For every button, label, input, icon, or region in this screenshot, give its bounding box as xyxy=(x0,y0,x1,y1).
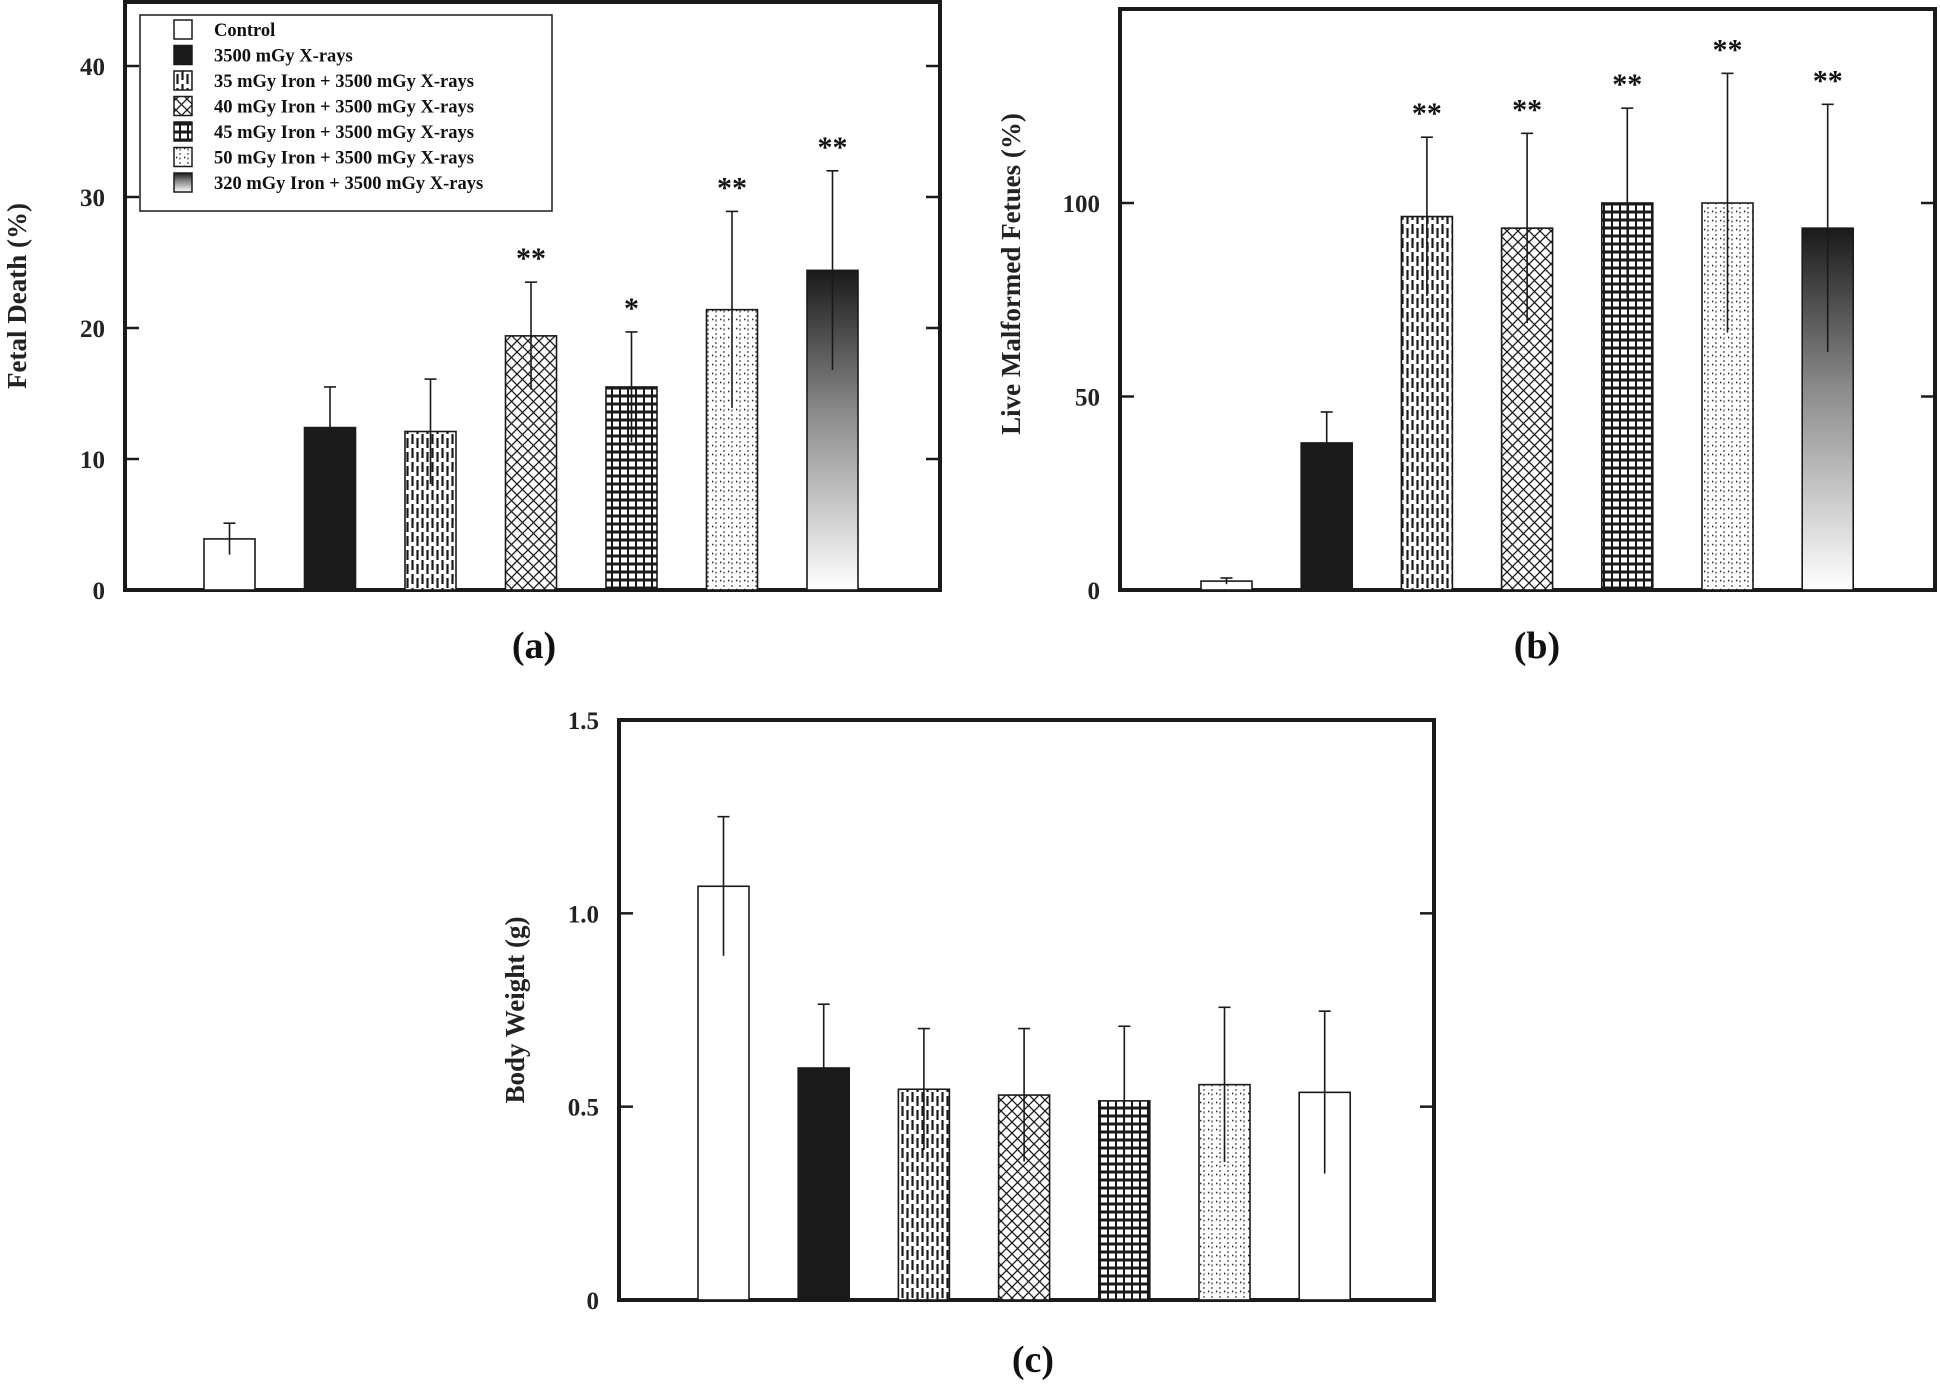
legend-swatch xyxy=(173,121,193,142)
panel-b-label: (b) xyxy=(1514,625,1560,667)
panel-a-label: (a) xyxy=(512,625,556,667)
legend-swatch xyxy=(173,95,193,117)
legend-swatch xyxy=(173,44,193,66)
legend-label: 45 mGy Iron + 3500 mGy X-rays xyxy=(214,123,474,143)
legend: Control 3500 mGy X-rays 35 mGy Iron + 3500… xyxy=(139,14,553,212)
legend-box xyxy=(139,14,553,212)
panel-a-bars: ******* xyxy=(203,131,859,591)
significance-mark: ** xyxy=(1713,33,1743,66)
y-tick-label: 40 xyxy=(80,54,105,81)
y-tick-label: 1.0 xyxy=(568,901,599,928)
panel-c-body-weight: 0 0.5 1.0 1.5 Body Weight (g) (c) xyxy=(500,708,1436,1381)
panel-c-label: (c) xyxy=(1012,1339,1054,1381)
significance-mark: ** xyxy=(516,242,546,275)
panel-c-y-axis: 0 0.5 1.0 1.5 xyxy=(568,708,1434,1315)
legend-label: 3500 mGy X-rays xyxy=(214,47,353,67)
y-tick-label: 20 xyxy=(80,316,105,343)
panel-b-y-axis: 0 50 100 xyxy=(1063,191,1935,605)
y-tick-label: 50 xyxy=(1075,385,1100,412)
panel-b-y-axis-label: Live Malformed Fetues (%) xyxy=(996,113,1026,435)
significance-mark: ** xyxy=(818,131,848,164)
significance-mark: ** xyxy=(1512,93,1542,126)
panel-b-live-malformed: 0 50 100 ** ** ** ** ** Live Malformed Fetues … xyxy=(996,7,1937,667)
y-tick-label: 30 xyxy=(80,185,105,212)
significance-mark: ** xyxy=(717,171,747,204)
significance-mark: * xyxy=(624,292,639,325)
y-tick-label: 1.5 xyxy=(568,708,599,735)
panel-a-y-axis-label: Fetal Death (%) xyxy=(2,203,32,389)
significance-mark: ** xyxy=(1612,68,1642,101)
significance-mark: ** xyxy=(1412,97,1442,130)
legend-label: 35 mGy Iron + 3500 mGy X-rays xyxy=(214,72,474,92)
legend-label: 320 mGy Iron + 3500 mGy X-rays xyxy=(214,174,483,194)
y-tick-label: 10 xyxy=(80,447,105,474)
legend-swatch xyxy=(173,146,193,168)
panel-a-y-axis: 0 10 20 30 40 xyxy=(80,54,940,605)
legend-label: Control xyxy=(214,21,275,41)
legend-label: 40 mGy Iron + 3500 mGy X-rays xyxy=(214,98,474,118)
legend-items: Control 3500 mGy X-rays 35 mGy Iron + 3500… xyxy=(173,19,483,194)
y-tick-label: 0 xyxy=(587,1288,600,1315)
panel-b-bars: ** ** ** ** ** xyxy=(1200,33,1854,591)
legend-swatch xyxy=(173,70,193,91)
legend-swatch xyxy=(173,19,193,40)
y-tick-label: 100 xyxy=(1063,191,1101,218)
y-tick-label: 0.5 xyxy=(568,1095,599,1122)
legend-label: 50 mGy Iron + 3500 mGy X-rays xyxy=(214,149,474,169)
y-tick-label: 0 xyxy=(1088,578,1101,605)
legend-swatch xyxy=(173,172,193,193)
panel-c-bars xyxy=(697,815,1351,1301)
panel-c-y-axis-label: Body Weight (g) xyxy=(500,916,530,1103)
y-tick-label: 0 xyxy=(93,578,106,605)
significance-mark: ** xyxy=(1813,64,1843,97)
